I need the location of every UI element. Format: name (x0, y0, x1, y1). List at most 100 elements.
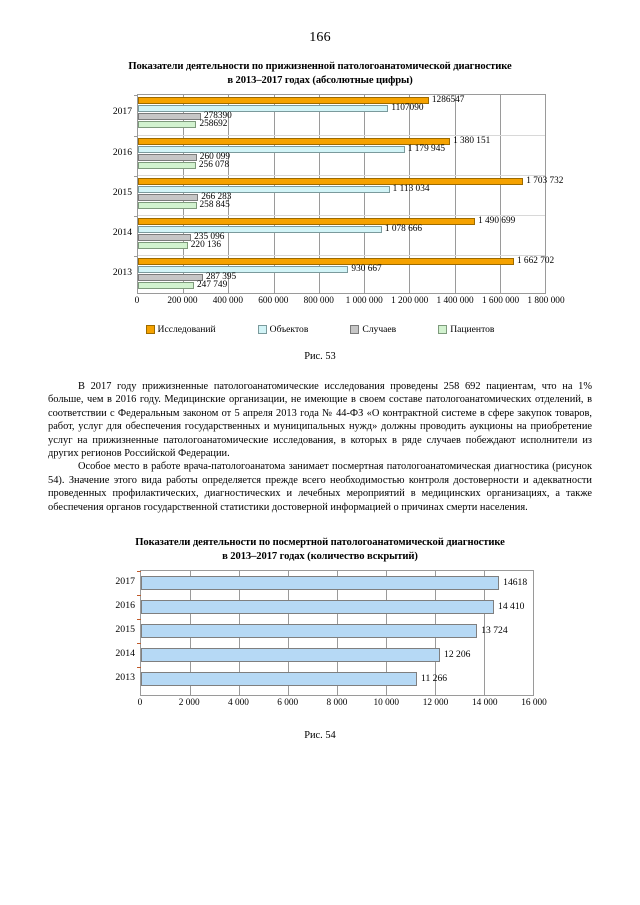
bar-2014-Объектов[interactable] (138, 226, 382, 233)
bar-2013[interactable] (141, 672, 418, 687)
figure-2-x-axis: 0 2 000 4 000 6 000 8 000 10 000 12 000 14 000 1… (138, 696, 547, 712)
y-axis-category-label: 2013 (115, 672, 135, 684)
bar-value-label: 235 096 (194, 232, 225, 242)
bar-value-label: 13 724 (481, 625, 508, 637)
chart-row: 2014 1 490 699 1 078 666 235 096 220 136 (113, 215, 545, 255)
bar-value-label: 220 136 (190, 240, 221, 250)
x-axis-tick-label: 4 000 (228, 698, 249, 709)
chart-row: 2015 13 724 (115, 619, 533, 643)
legend-item-Объектов[interactable]: Объектов (257, 324, 308, 335)
chart-row: 2016 1 380 151 1 179 945 260 099 256 078 (113, 135, 545, 175)
bar-value-label: 258692 (199, 119, 228, 129)
x-axis-tick-label: 1 200 000 (391, 296, 429, 306)
bar-2016-Объектов[interactable] (138, 146, 405, 153)
bar-2015-Пациентов[interactable] (138, 202, 197, 209)
figure-2-plot-wrap: 2017 14618 2016 14 410 2015 13 724 2014 12 206 2… (48, 570, 592, 712)
bar-2017-Исследований[interactable] (138, 97, 429, 104)
bar-2013-Объектов[interactable] (138, 266, 349, 273)
axis-tick (137, 595, 141, 597)
bar-2016-Исследований[interactable] (138, 138, 451, 145)
axis-tick (137, 667, 141, 669)
axis-tick (134, 256, 138, 257)
bar-2014[interactable] (141, 648, 441, 663)
bar-value-label: 1 703 732 (526, 176, 564, 186)
figure-2-plot-area: 2017 14618 2016 14 410 2015 13 724 2014 12 206 2… (115, 570, 534, 697)
legend-swatch-icon (145, 325, 155, 334)
gridline (318, 95, 320, 293)
axis-tick (134, 216, 138, 217)
gridline (228, 95, 230, 293)
gridline (364, 95, 366, 293)
bar-value-label: 14618 (503, 577, 528, 589)
legend-item-Исследований[interactable]: Исследований (145, 324, 216, 335)
figure-2-title-line1: Показатели деятельности по посмертной па… (135, 537, 505, 549)
chart-row: 2013 11 266 (115, 667, 533, 691)
bar-2015-Случаев[interactable] (138, 194, 199, 201)
bar-2016-Случаев[interactable] (138, 154, 197, 161)
bar-value-label: 260 099 (199, 152, 231, 162)
y-axis-category-label: 2015 (115, 624, 135, 636)
axis-tick (137, 571, 141, 573)
bar-2014-Случаев[interactable] (138, 234, 192, 241)
x-axis-tick-label: 1 800 000 (527, 296, 565, 306)
bar-value-label: 287 395 (205, 272, 237, 282)
figure-1-plot-area: 2017 1286547 1107090 278390 258692 2016 1 380 … (113, 94, 563, 295)
gridline (545, 95, 546, 293)
bar-value-label: 278390 (203, 111, 232, 121)
bar-2016-Пациентов[interactable] (138, 162, 196, 169)
x-axis-tick-label: 400 000 (212, 296, 243, 306)
bar-2016[interactable] (141, 600, 495, 615)
axis-tick (137, 619, 141, 621)
figure-1-legend: Исследований Объектов Случаев Пациентов (48, 324, 592, 335)
paragraph-2: Особое место в работе врача-патологоанат… (48, 461, 592, 513)
bar-value-label: 1 490 699 (478, 216, 516, 226)
chart-row: 2013 1 662 702 930 667 287 395 247 749 (113, 255, 554, 295)
bar-2015[interactable] (141, 624, 478, 639)
x-axis-tick-label: 12 000 (422, 698, 449, 709)
body-text: В 2017 году прижизненные патологоанатоми… (48, 380, 592, 514)
chart-row: 2017 1286547 1107090 278390 258692 (113, 95, 545, 135)
bar-2017-Объектов[interactable] (138, 105, 389, 112)
bar-2017-Пациентов[interactable] (138, 121, 197, 128)
x-axis-tick-label: 200 000 (167, 296, 198, 306)
chart-row: 2014 12 206 (115, 643, 533, 667)
x-axis-tick-label: 6 000 (277, 698, 299, 709)
legend-label: Исследований (157, 324, 216, 335)
bar-2013-Исследований[interactable] (138, 258, 514, 265)
legend-swatch-icon (350, 325, 360, 334)
bar-2017-Случаев[interactable] (138, 113, 201, 120)
axis-tick (134, 176, 138, 177)
bar-2015-Объектов[interactable] (138, 186, 390, 193)
bar-2015-Исследований[interactable] (138, 178, 524, 185)
y-axis-category-label: 2015 (112, 187, 132, 198)
bar-value-label: 1 078 666 (384, 224, 423, 234)
x-axis-tick-label: 10 000 (373, 698, 400, 709)
x-axis-tick-label: 1 400 000 (436, 296, 474, 306)
bar-value-label: 266 283 (201, 192, 232, 202)
legend-item-Пациентов[interactable]: Пациентов (438, 324, 494, 335)
figure-1-title: Показатели деятельности по прижизненной … (48, 60, 592, 88)
legend-label: Случаев (362, 324, 397, 335)
bar-2013-Случаев[interactable] (138, 274, 203, 281)
x-axis-tick-label: 1 000 000 (345, 296, 383, 306)
bar-2013-Пациентов[interactable] (138, 282, 195, 289)
gridline (533, 571, 534, 696)
figure-1-title-line2: в 2013–2017 годах (абсолютные цифры) (227, 75, 413, 86)
bar-2014-Пациентов[interactable] (138, 242, 188, 249)
figure-1-caption: Рис. 53 (304, 351, 336, 362)
bar-value-label: 1 380 151 (453, 136, 491, 146)
bar-value-label: 14 410 (498, 601, 525, 613)
gridline (409, 95, 411, 293)
bar-2014-Исследований[interactable] (138, 218, 476, 225)
bar-2017[interactable] (141, 576, 500, 591)
x-axis-tick-label: 14 000 (471, 698, 498, 709)
paragraph-1: В 2017 году прижизненные патологоанатоми… (48, 381, 592, 460)
chart-row: 2017 14618 (115, 571, 533, 595)
y-axis-category-label: 2016 (112, 147, 132, 158)
y-axis-category-label: 2017 (115, 576, 135, 588)
legend-label: Пациентов (450, 324, 495, 335)
chart-row: 2016 14 410 (115, 595, 533, 619)
figure-2-caption: Рис. 54 (304, 730, 336, 742)
legend-item-Случаев[interactable]: Случаев (350, 324, 396, 335)
figure-2-title: Показатели деятельности по посмертной па… (48, 536, 592, 564)
